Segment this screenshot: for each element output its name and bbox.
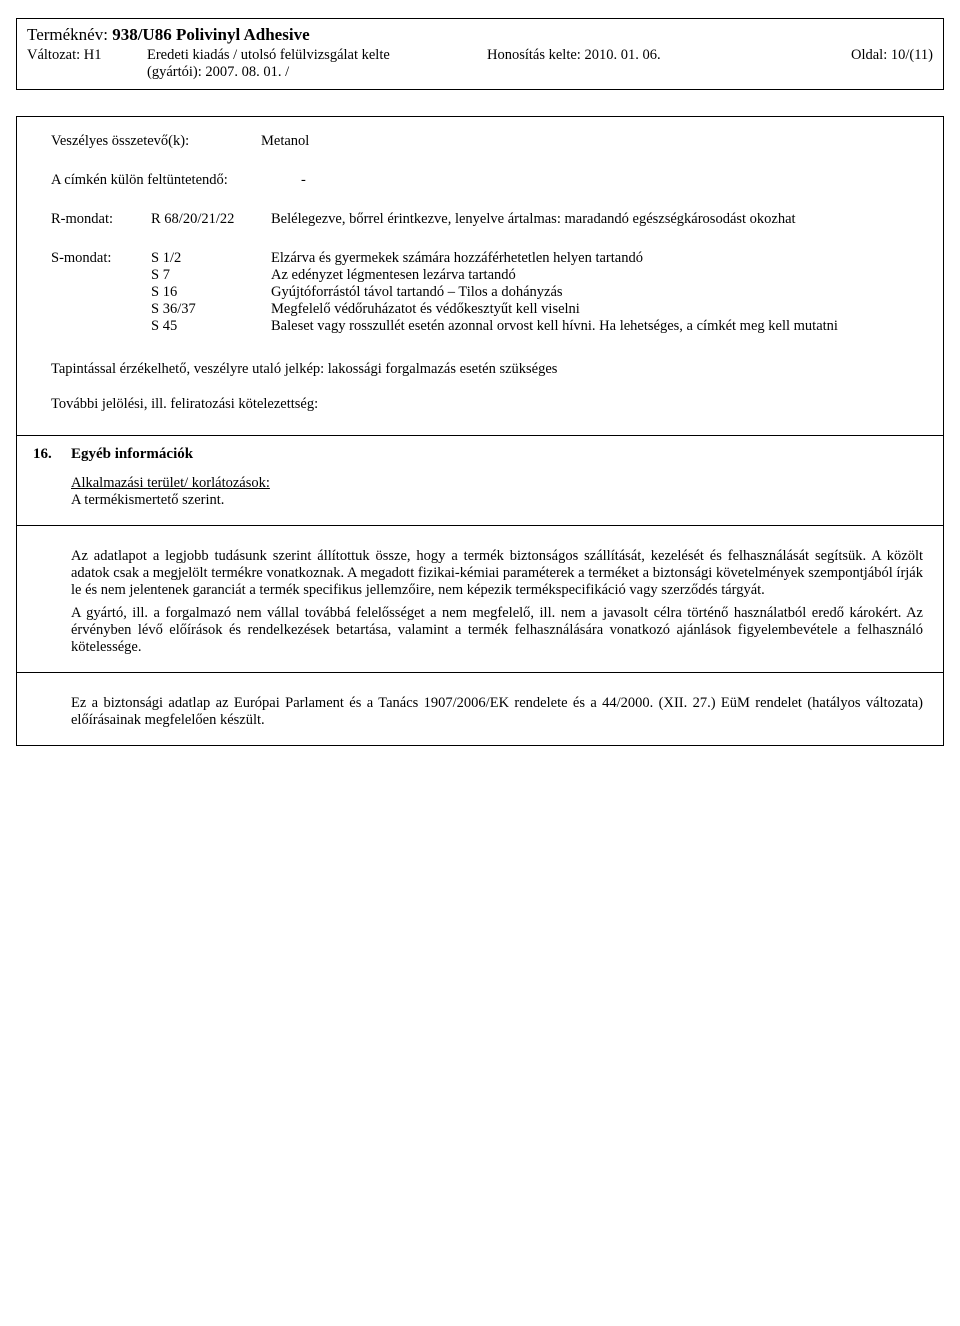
section-16-header: 16. Egyéb információk bbox=[33, 446, 923, 463]
tactile-note: Tapintással érzékelhető, veszélyre utaló… bbox=[51, 361, 923, 378]
r-desc: Belélegezve, bőrrel érintkezve, lenyelve… bbox=[271, 211, 923, 228]
s-item: S 45 Baleset vagy rosszullét esetén azon… bbox=[51, 318, 923, 335]
regulation-note: Ez a biztonsági adatlap az Európai Parla… bbox=[71, 695, 923, 729]
label-extra-lbl: A címkén külön feltüntetendő: bbox=[51, 172, 301, 189]
s-item: S 7 Az edényzet légmentesen lezárva tart… bbox=[51, 267, 923, 284]
scope-label: Alkalmazási terület/ korlátozások: bbox=[71, 475, 923, 492]
s-desc: Baleset vagy rosszullét esetén azonnal o… bbox=[271, 318, 923, 335]
section-16: 16. Egyéb információk Alkalmazási terüle… bbox=[16, 436, 944, 746]
further-note: További jelölési, ill. feliratozási köte… bbox=[51, 396, 923, 413]
page-number: Oldal: 10/(11) bbox=[747, 47, 933, 64]
s-code: S 45 bbox=[151, 318, 271, 335]
header-box: Terméknév: 938/U86 Polivinyl Adhesive Vá… bbox=[16, 18, 944, 90]
ingredient-row: Veszélyes összetevő(k): Metanol bbox=[51, 133, 923, 150]
hazard-section: Veszélyes összetevő(k): Metanol A címkén… bbox=[16, 116, 944, 436]
s-code: S 1/2 bbox=[151, 250, 271, 267]
r-code: R 68/20/21/22 bbox=[151, 211, 271, 228]
honositas: Honosítás kelte: 2010. 01. 06. bbox=[487, 47, 747, 64]
r-label: R-mondat: bbox=[51, 211, 151, 228]
r-row: R-mondat: R 68/20/21/22 Belélegezve, bőr… bbox=[51, 211, 923, 228]
header-meta-row: Változat: H1 Eredeti kiadás / utolsó fel… bbox=[27, 47, 933, 64]
section-number: 16. bbox=[33, 446, 71, 463]
disclaimer-2: A gyártó, ill. a forgalmazó nem vállal t… bbox=[71, 605, 923, 656]
s-item: S 16 Gyújtóforrástól távol tartandó – Ti… bbox=[51, 284, 923, 301]
s-label: S-mondat: bbox=[51, 250, 151, 267]
product-line: Terméknév: 938/U86 Polivinyl Adhesive bbox=[27, 25, 933, 45]
product-name: 938/U86 Polivinyl Adhesive bbox=[112, 25, 309, 44]
orig-label: Eredeti kiadás / utolsó felülvizsgálat k… bbox=[147, 47, 487, 64]
s-item: S 36/37 Megfelelő védőruházatot és védők… bbox=[51, 301, 923, 318]
s-desc: Az edényzet légmentesen lezárva tartandó bbox=[271, 267, 923, 284]
s-desc: Megfelelő védőruházatot és védőkesztyűt … bbox=[271, 301, 923, 318]
version-label: Változat: H1 bbox=[27, 47, 147, 64]
scope-text: A termékismertető szerint. bbox=[71, 492, 923, 509]
s-lines: S-mondat: S 1/2 Elzárva és gyermekek szá… bbox=[51, 250, 923, 335]
s-desc: Elzárva és gyermekek számára hozzáférhet… bbox=[271, 250, 923, 267]
label-extra-row: A címkén külön feltüntetendő: - bbox=[51, 172, 923, 189]
product-label: Terméknév: bbox=[27, 25, 108, 44]
s-code: S 36/37 bbox=[151, 301, 271, 318]
s-code: S 16 bbox=[151, 284, 271, 301]
label-extra-val: - bbox=[301, 172, 306, 189]
s-item: S-mondat: S 1/2 Elzárva és gyermekek szá… bbox=[51, 250, 923, 267]
s-code: S 7 bbox=[151, 267, 271, 284]
disclaimer-1: Az adatlapot a legjobb tudásunk szerint … bbox=[71, 548, 923, 599]
section-title: Egyéb információk bbox=[71, 446, 923, 463]
ingredient-value: Metanol bbox=[261, 133, 923, 150]
gyartoi: (gyártói): 2007. 08. 01. / bbox=[147, 64, 933, 81]
ingredient-label: Veszélyes összetevő(k): bbox=[51, 133, 261, 150]
s-desc: Gyújtóforrástól távol tartandó – Tilos a… bbox=[271, 284, 923, 301]
